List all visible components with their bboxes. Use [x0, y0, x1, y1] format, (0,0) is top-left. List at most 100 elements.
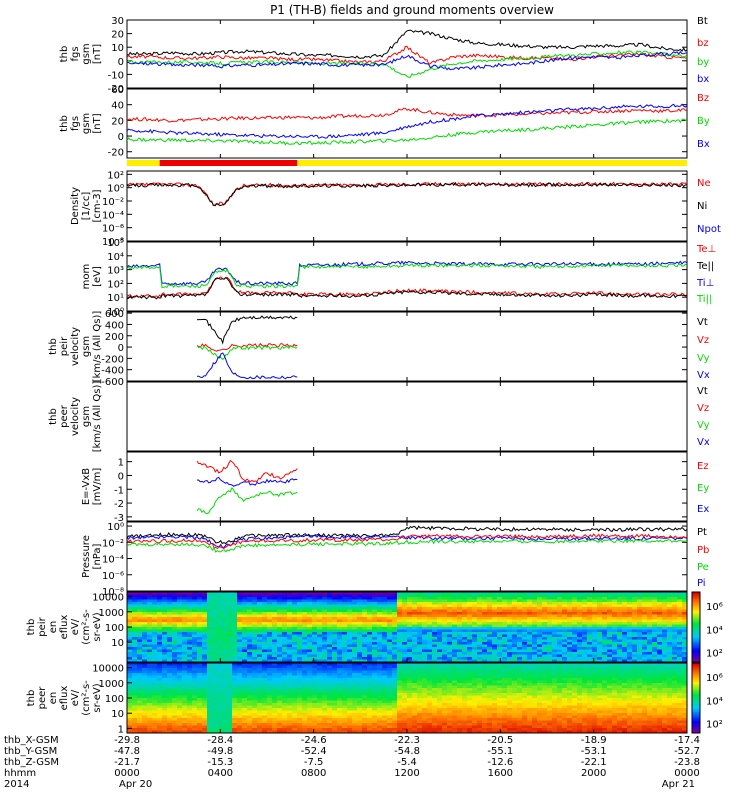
spectrogram-cell	[222, 673, 227, 676]
spectrogram-cell	[377, 696, 382, 699]
spectrogram-cell	[372, 686, 377, 689]
spectrogram-cell	[442, 657, 447, 660]
spectrogram-cell	[252, 625, 257, 628]
legend-entry: Bt	[697, 16, 708, 27]
legend-entry: Vz	[697, 335, 709, 346]
spectrogram-cell	[467, 615, 472, 618]
spectrogram-cell	[477, 647, 482, 650]
spectrogram-cell	[552, 602, 557, 605]
spectrogram-cell	[227, 632, 232, 635]
spectrogram-cell	[187, 688, 192, 691]
spectrogram-cell	[347, 612, 352, 615]
spectrogram-cell	[477, 640, 482, 643]
spectrogram-cell	[637, 640, 642, 643]
spectrogram-cell	[382, 612, 387, 615]
spectrogram-cell	[632, 612, 637, 615]
spectrogram-cell	[302, 617, 307, 620]
series-line-blue	[127, 104, 687, 138]
spectrogram-cell	[177, 650, 182, 653]
spectrogram-cell	[242, 642, 247, 645]
spectrogram-cell	[337, 683, 342, 686]
series-line-red	[127, 108, 687, 122]
spectrogram-cell	[172, 691, 177, 694]
spectrogram-cell	[262, 650, 267, 653]
spectrogram-cell	[567, 602, 572, 605]
spectrogram-cell	[312, 721, 317, 724]
legend-entry: Npot	[697, 224, 721, 235]
spectrogram-cell	[467, 632, 472, 635]
spectrogram-cell	[312, 610, 317, 613]
spectrogram-cell	[272, 693, 277, 696]
spectrogram-cell	[132, 701, 137, 704]
spectrogram-cell	[652, 627, 657, 630]
spectrogram-cell	[247, 602, 252, 605]
spectrogram-cell	[597, 595, 602, 598]
spectrogram-cell	[312, 683, 317, 686]
spectrogram-cell	[222, 600, 227, 603]
spectrogram-cell	[292, 645, 297, 648]
spectrogram-cell	[172, 607, 177, 610]
spectrogram-cell	[582, 657, 587, 660]
spectrogram-cell	[352, 698, 357, 701]
spectrogram-cell	[422, 617, 427, 620]
spectrogram-cell	[492, 630, 497, 633]
spectrogram-cell	[322, 683, 327, 686]
spectrogram-cell	[232, 716, 237, 719]
spectrogram-cell	[322, 678, 327, 681]
spectrogram-cell	[132, 600, 137, 603]
spectrogram-cell	[127, 693, 132, 696]
spectrogram-cell	[247, 721, 252, 724]
spectrogram-cell	[462, 630, 467, 633]
spectrogram-cell	[342, 605, 347, 608]
spectrogram-cell	[532, 617, 537, 620]
spectrogram-cell	[347, 605, 352, 608]
spectrogram-cell	[357, 617, 362, 620]
spectrogram-cell	[402, 652, 407, 655]
spectrogram-cell	[272, 610, 277, 613]
spectrogram-cell	[322, 627, 327, 630]
spectrogram-cell	[287, 721, 292, 724]
spectrogram-cell	[637, 612, 642, 615]
spectrogram-cell	[467, 645, 472, 648]
spectrogram-cell	[247, 607, 252, 610]
spectrogram-cell	[352, 683, 357, 686]
spectrogram-cell	[402, 640, 407, 643]
spectrogram-cell	[252, 698, 257, 701]
spectrogram-cell	[237, 721, 242, 724]
spectrogram-cell	[612, 595, 617, 598]
spectrogram-cell	[457, 610, 462, 613]
spectrogram-cell	[532, 625, 537, 628]
spectrogram-cell	[637, 632, 642, 635]
spectrogram-cell	[412, 657, 417, 660]
spectrogram-cell	[262, 640, 267, 643]
spectrogram-cell	[202, 728, 207, 731]
spectrogram-cell	[332, 706, 337, 709]
spectrogram-cell	[312, 723, 317, 726]
spectrogram-cell	[202, 595, 207, 598]
spectrogram-cell	[392, 607, 397, 610]
series-line-green	[197, 488, 297, 514]
spectrogram-cell	[487, 642, 492, 645]
spectrogram-cell	[297, 696, 302, 699]
spectrogram-cell	[567, 632, 572, 635]
spectrogram-cell	[462, 607, 467, 610]
spectrogram-cell	[542, 605, 547, 608]
spectrogram-cell	[197, 645, 202, 648]
spectrogram-cell	[332, 605, 337, 608]
spectrogram-cell	[542, 635, 547, 638]
spectrogram-cell	[612, 630, 617, 633]
spectrogram-cell	[242, 645, 247, 648]
spectrogram-cell	[157, 595, 162, 598]
spectrogram-cell	[137, 696, 142, 699]
spectrogram-cell	[312, 681, 317, 684]
spectrogram-cell	[292, 676, 297, 679]
spectrogram-cell	[232, 683, 237, 686]
spectrogram-cell	[477, 597, 482, 600]
spectrogram-cell	[517, 645, 522, 648]
spectrogram-cell	[237, 597, 242, 600]
spectrogram-cell	[417, 645, 422, 648]
panel-ylabel: thb	[26, 690, 37, 707]
spectrogram-cell	[297, 627, 302, 630]
spectrogram-cell	[137, 652, 142, 655]
spectrogram-cell	[132, 703, 137, 706]
